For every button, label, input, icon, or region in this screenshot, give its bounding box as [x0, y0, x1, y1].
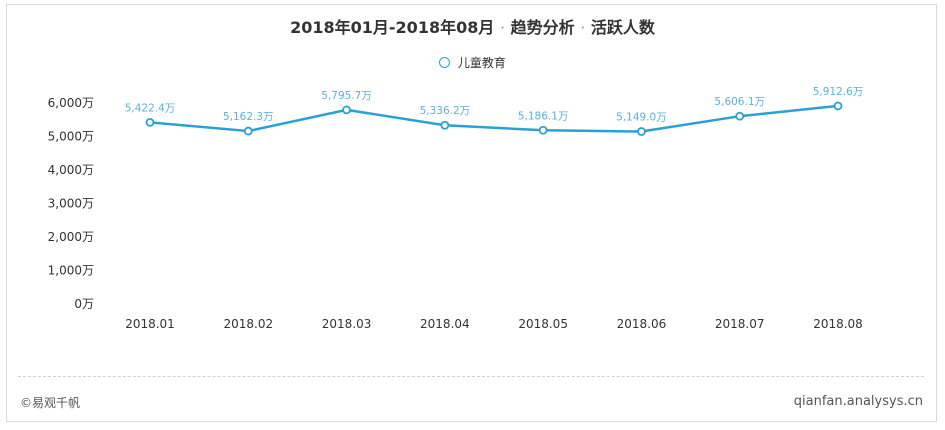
y-tick-label: 0万	[74, 297, 94, 311]
data-point	[145, 117, 155, 127]
x-tick-label: 2018.01	[125, 317, 175, 331]
x-tick-label: 2018.03	[322, 317, 372, 331]
y-tick-label: 4,000万	[48, 163, 94, 177]
data-point	[342, 105, 351, 115]
y-tick-label: 3,000万	[48, 197, 94, 211]
data-label: 5,162.3万	[223, 111, 274, 123]
y-tick-label: 2,000万	[48, 230, 94, 244]
data-label: 5,912.6万	[813, 86, 864, 98]
data-point	[637, 127, 646, 136]
x-tick-label: 2018.05	[518, 317, 568, 331]
data-label: 5,336.2万	[420, 105, 471, 117]
y-tick-label: 6,000万	[48, 96, 94, 110]
data-label: 5,422.4万	[125, 102, 176, 114]
x-tick-label: 2018.07	[715, 317, 765, 331]
title-analysis: 趋势分析	[510, 18, 575, 37]
chart-frame	[6, 4, 937, 422]
x-tick-label: 2018.06	[617, 317, 667, 331]
data-point	[243, 126, 253, 136]
x-tick-label: 2018.08	[813, 317, 863, 331]
legend-circle-icon	[439, 57, 451, 68]
y-tick-label: 1,000万	[48, 264, 94, 278]
data-point	[735, 111, 745, 121]
data-point	[440, 120, 450, 130]
data-label: 5,149.0万	[616, 112, 667, 124]
legend[interactable]: 儿童教育	[0, 54, 945, 71]
y-tick-label: 5,000万	[48, 130, 94, 144]
legend-label: 儿童教育	[457, 56, 506, 70]
source-credit: ©易观千帆	[20, 396, 81, 410]
chart-title: 2018年01月-2018年08月 · 趋势分析 · 活跃人数	[0, 14, 945, 38]
x-tick-label: 2018.04	[420, 317, 470, 331]
title-separator: ·	[580, 18, 586, 37]
series-line	[149, 104, 839, 133]
x-tick-label: 2018.02	[223, 317, 273, 331]
footer-divider	[18, 376, 924, 377]
data-point	[538, 125, 548, 135]
data-point	[833, 101, 843, 111]
data-label: 5,186.1万	[518, 110, 569, 122]
title-date-range: 2018年01月-2018年08月	[290, 18, 495, 37]
title-separator: ·	[499, 18, 506, 37]
data-label: 5,795.7万	[321, 90, 372, 102]
site-url[interactable]: qianfan.analysys.cn	[793, 394, 923, 409]
data-label: 5,606.1万	[714, 96, 765, 108]
title-metric: 活跃人数	[590, 18, 655, 37]
